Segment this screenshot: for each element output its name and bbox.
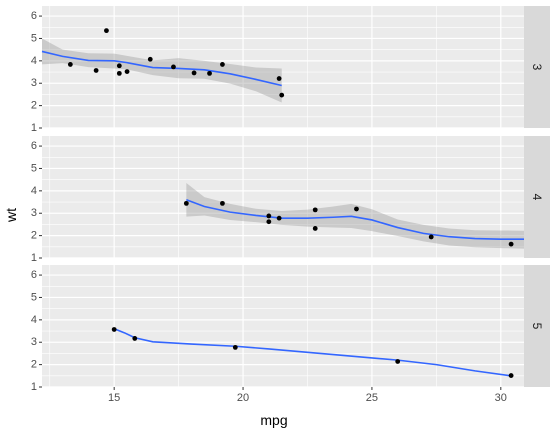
y-tick-label: 5 [31, 291, 37, 303]
data-point [266, 219, 272, 225]
y-axis-title: wt [3, 208, 19, 223]
y-tick-label: 3 [31, 77, 37, 89]
y-tick-label: 1 [31, 122, 37, 134]
data-point [220, 62, 225, 67]
data-point [183, 200, 189, 206]
y-tick-label: 3 [31, 336, 37, 348]
data-point [354, 206, 359, 212]
x-tick-label: 30 [495, 392, 507, 404]
y-tick-label: 6 [31, 10, 37, 22]
panel-background [42, 136, 524, 258]
panel-background [42, 265, 524, 387]
data-point [276, 215, 282, 221]
y-tick-label: 2 [31, 100, 37, 112]
confidence-ribbon [42, 38, 282, 103]
data-point [266, 213, 272, 219]
data-point [207, 70, 212, 76]
data-point [171, 64, 176, 70]
facet-strip [524, 6, 550, 128]
data-point [116, 70, 122, 76]
x-tick-label: 25 [366, 392, 378, 404]
data-point [508, 241, 514, 247]
panel-4: 4 [42, 136, 550, 259]
data-point [312, 207, 318, 213]
y-tick-label: 4 [31, 185, 37, 197]
x-tick-label: 15 [108, 392, 120, 404]
data-point [132, 336, 138, 341]
x-axis-title: mpg [260, 412, 287, 428]
facet-strip [524, 265, 550, 387]
y-tick-label: 5 [31, 162, 37, 174]
data-point [428, 234, 434, 240]
data-point [312, 226, 318, 231]
y-tick-label: 3 [31, 207, 37, 219]
y-axis-ticks: 1 2 3 4 5 6 1 2 3 4 5 6 1 2 3 4 5 6 [31, 10, 42, 393]
data-point [220, 200, 225, 206]
data-point [67, 62, 73, 67]
data-point [232, 344, 238, 350]
x-axis-ticks: 15 20 25 30 [108, 387, 507, 404]
panel-3: 3 [41, 6, 550, 129]
smooth-line [41, 50, 282, 87]
facet-strip-label: 3 [530, 64, 544, 71]
x-tick-label: 20 [237, 392, 249, 404]
y-tick-label: 4 [31, 55, 37, 67]
panels-layer: 3 4 5 [41, 6, 550, 388]
smooth-line [186, 199, 524, 240]
panel-background [42, 6, 524, 128]
data-point [276, 76, 282, 81]
data-point [111, 327, 117, 332]
data-point [124, 69, 130, 74]
y-tick-label: 2 [31, 359, 37, 371]
y-tick-label: 5 [31, 32, 37, 44]
data-point [395, 359, 401, 364]
facet-strip-label: 5 [530, 323, 544, 330]
data-point [191, 70, 197, 76]
data-point [279, 92, 285, 98]
y-tick-label: 1 [31, 381, 37, 393]
data-point [93, 68, 99, 73]
y-tick-label: 6 [31, 140, 37, 152]
data-point [147, 56, 153, 62]
data-point [116, 63, 122, 69]
facet-strip [524, 136, 550, 258]
panel-5: 5 [42, 265, 550, 388]
y-tick-label: 6 [31, 269, 37, 281]
y-tick-label: 2 [31, 230, 37, 242]
y-tick-label: 1 [31, 252, 37, 264]
data-point [104, 28, 109, 34]
y-tick-label: 4 [31, 314, 37, 326]
data-point [508, 373, 514, 378]
facet-strip-label: 4 [530, 194, 544, 201]
confidence-ribbon [186, 183, 525, 249]
